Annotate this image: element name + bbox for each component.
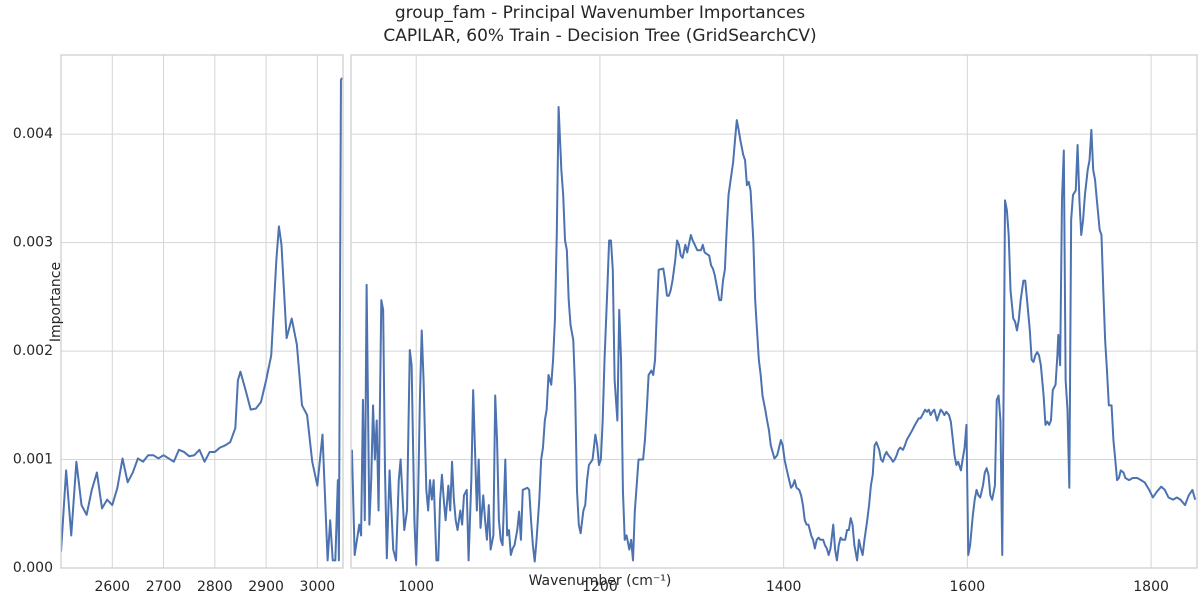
x-tick-label: 1000 [398,579,434,595]
x-tick-label: 1200 [582,579,618,595]
x-tick-label: 1400 [766,579,802,595]
y-tick-label: 0.000 [13,560,53,576]
plot-background [61,55,343,568]
x-axis-label: Wavenumber (cm⁻¹) [529,573,672,589]
x-tick-label: 3000 [300,579,336,595]
y-tick-label: 0.004 [13,126,53,142]
plot-frame [60,54,344,569]
chart-subtitle: CAPILAR, 60% Train - Decision Tree (Grid… [383,26,816,46]
x-tick-label: 2700 [146,579,182,595]
data-line [61,77,343,562]
x-tick-label: 1800 [1133,579,1169,595]
y-tick-label: 0.002 [13,343,53,359]
x-tick-label: 2600 [94,579,130,595]
data-line [351,106,1197,566]
chart-title: group_fam - Principal Wavenumber Importa… [395,3,805,23]
plot-frame [350,54,1198,569]
x-tick-label: 1600 [950,579,986,595]
y-axis-label: Importance [48,262,64,342]
x-tick-label: 2800 [197,579,233,595]
panel: 1000 1200 1400 1600 1800 [350,54,1198,595]
x-tick-label: 2900 [248,579,284,595]
y-tick-label: 0.001 [13,452,53,468]
panel: 0.000 0.001 0.002 0.003 0.004 2600 2700 2800 290… [13,54,344,595]
plot-background [351,55,1197,568]
y-tick-label: 0.003 [13,235,53,251]
